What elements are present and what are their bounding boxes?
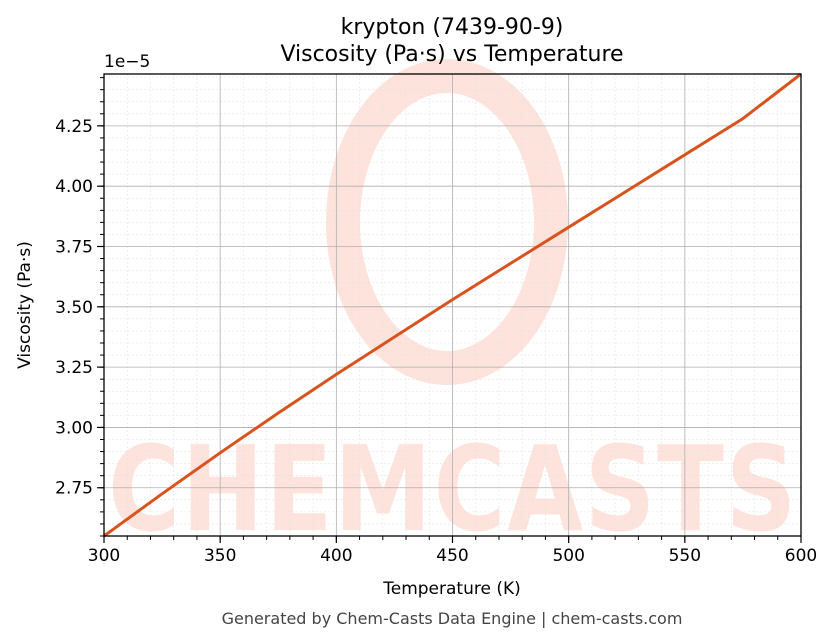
y-tick-label: 2.75 (55, 479, 93, 499)
y-tick-label: 3.75 (55, 237, 93, 257)
x-axis-label: Temperature (K) (382, 579, 521, 599)
x-tick-label: 350 (204, 546, 236, 566)
x-tick-label: 600 (785, 546, 817, 566)
x-tick-label: 450 (436, 546, 468, 566)
series-layer (103, 72, 802, 538)
y-tick-label: 4.00 (55, 177, 93, 197)
x-axis-minor-ticks (103, 536, 802, 540)
y-tick-label: 4.25 (55, 117, 93, 137)
x-tick-label: 500 (552, 546, 584, 566)
y-offset-label: 1e−5 (104, 52, 150, 72)
chart-subtitle: Viscosity (Pa·s) vs Temperature (280, 42, 623, 67)
x-tick-label: 400 (320, 546, 352, 566)
viscosity-series-line (103, 72, 802, 538)
watermark-text: CHEMCASTS (108, 420, 798, 558)
chemcasts-watermark: CHEMCASTS (108, 59, 798, 558)
y-axis-minor-ticks (100, 77, 104, 537)
y-axis-ticks: 2.75 3.00 3.25 3.50 3.75 4.00 4.25 (55, 117, 104, 499)
x-tick-label: 300 (88, 546, 120, 566)
chart-title: krypton (7439-90-9) (341, 15, 564, 40)
y-axis-label: Viscosity (Pa·s) (15, 241, 35, 369)
footer-credit: Generated by Chem-Casts Data Engine | ch… (222, 609, 683, 628)
x-axis-ticks: 300 350 400 450 500 550 600 (88, 536, 817, 566)
x-tick-label: 550 (669, 546, 701, 566)
y-tick-label: 3.00 (55, 418, 93, 438)
y-tick-label: 3.50 (55, 298, 93, 318)
y-tick-label: 3.25 (55, 358, 93, 378)
watermark-logo-ring (326, 59, 568, 385)
